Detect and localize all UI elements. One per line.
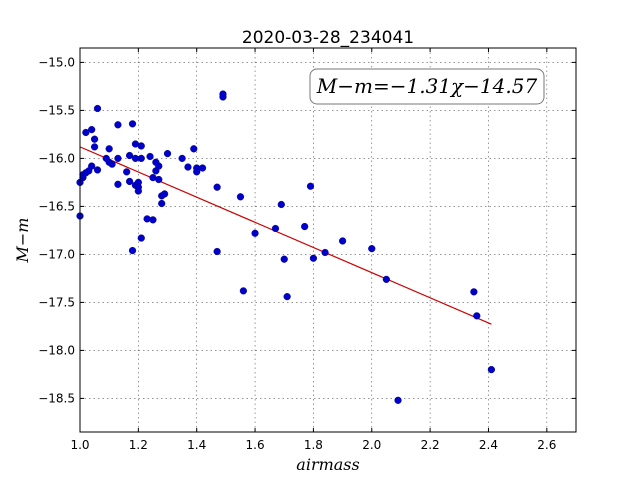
data-point [155, 175, 163, 184]
fit-equation: M−m=−1.31χ−14.57 [316, 74, 538, 98]
data-points [76, 90, 495, 404]
data-point [155, 162, 163, 170]
data-point [190, 145, 198, 153]
data-point [128, 246, 137, 255]
axis-ticks: 1.0 1.2 1.4 1.6 1.8 2.0 2.2 2.4 2.6 −15.0 −15.5 −16… [38, 48, 576, 452]
data-point [105, 145, 113, 153]
data-point [271, 224, 280, 233]
data-point [236, 193, 245, 201]
data-point [90, 143, 99, 151]
data-point [90, 135, 99, 143]
annotation-box [309, 68, 545, 105]
data-point [219, 93, 227, 101]
data-point [114, 180, 122, 188]
x-tick-label: 2.0 [362, 438, 381, 452]
data-point [126, 177, 134, 186]
data-point [88, 126, 96, 134]
data-point [280, 255, 288, 263]
y-tick-label: −15.5 [38, 103, 75, 117]
data-point [470, 288, 478, 296]
y-tick-label: −17.5 [38, 295, 75, 309]
data-point [134, 187, 142, 195]
fit-equation-box: M−m=−1.31χ−14.57 [309, 68, 545, 105]
data-point [128, 120, 137, 128]
data-point [198, 164, 207, 172]
x-axis-label: airmass [296, 455, 359, 474]
data-point [163, 150, 172, 158]
x-tick-label: 2.4 [479, 438, 498, 452]
y-tick-label: −16.5 [38, 199, 75, 213]
data-point [251, 229, 259, 237]
y-tick-label: −17.0 [38, 247, 75, 261]
data-point [394, 396, 402, 404]
data-point [321, 248, 329, 257]
data-point [382, 275, 390, 283]
x-tick-label: 1.0 [70, 438, 89, 452]
data-point [473, 312, 481, 320]
data-point [146, 152, 154, 161]
data-point [213, 247, 221, 256]
data-point [184, 163, 192, 171]
x-tick-label: 1.2 [129, 438, 148, 452]
grid-lines [79, 48, 576, 432]
data-point [114, 121, 122, 129]
data-point [239, 287, 247, 295]
y-axis-label: M−m [13, 218, 32, 264]
y-tick-label: −18.0 [38, 343, 75, 357]
data-point [178, 154, 186, 163]
data-point [149, 216, 157, 224]
y-tick-label: −15.0 [38, 55, 75, 69]
data-point [338, 237, 347, 245]
data-point [108, 160, 116, 168]
data-point [487, 366, 495, 374]
data-point [306, 182, 315, 190]
data-point [161, 190, 169, 198]
chart-title: 2020-03-28_234041 [242, 28, 414, 48]
data-point [277, 200, 285, 209]
data-point [137, 234, 145, 242]
data-point [123, 168, 131, 176]
data-point [114, 154, 122, 163]
data-point [309, 254, 318, 262]
data-point [368, 245, 376, 253]
data-point [213, 183, 221, 191]
data-point [137, 154, 145, 163]
data-point [283, 293, 291, 301]
data-point [93, 104, 102, 113]
fit-line-layer [79, 146, 492, 325]
data-point [82, 128, 90, 137]
y-tick-label: −18.5 [38, 391, 75, 405]
data-point [88, 162, 96, 170]
x-tick-label: 2.6 [537, 438, 556, 452]
plot-area [80, 48, 576, 432]
x-tick-label: 2.2 [421, 438, 440, 452]
data-point [158, 199, 166, 208]
fit-line [79, 146, 492, 325]
data-point [193, 168, 201, 176]
y-tick-label: −16.0 [38, 151, 75, 165]
data-point [301, 222, 309, 231]
data-point [137, 142, 145, 150]
data-point [126, 151, 134, 160]
data-point [93, 166, 102, 174]
x-tick-label: 1.4 [187, 438, 206, 452]
x-tick-label: 1.8 [304, 438, 323, 452]
x-tick-label: 1.6 [246, 438, 265, 452]
plot-frame [79, 47, 577, 433]
